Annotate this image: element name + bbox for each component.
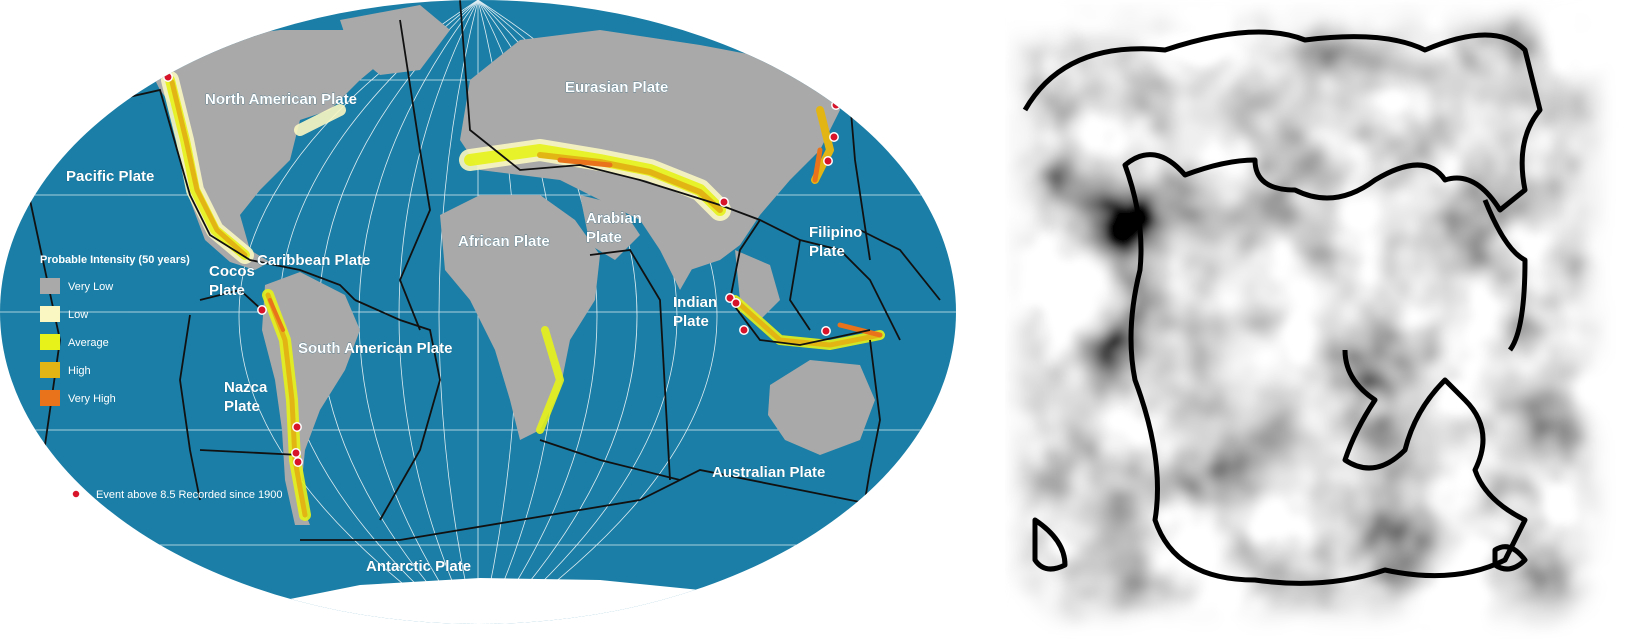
legend-item: Average [40, 334, 109, 350]
plate-label-caribbean: Caribbean Plate [257, 252, 370, 269]
plate-label-north-american: North American Plate [205, 91, 357, 108]
event-marker [731, 298, 741, 308]
legend-label: Average [68, 337, 109, 349]
plate-label-antarctic: Antarctic Plate [366, 558, 471, 575]
event-marker [831, 100, 841, 110]
plate-label-south-american: South American Plate [298, 340, 452, 357]
legend-item: High [40, 362, 91, 378]
event-marker [257, 305, 267, 315]
legend-label: Low [68, 309, 88, 321]
legend-item: Low [40, 306, 88, 322]
event-marker [739, 325, 749, 335]
event-marker [719, 197, 729, 207]
antarctica [210, 578, 840, 624]
legend-item: Very Low [40, 278, 113, 294]
legend-swatch [40, 278, 60, 294]
event-marker [823, 156, 833, 166]
plate-label-eurasian: Eurasian Plate [565, 79, 668, 96]
seismic-hazard-map: North American Plate Eurasian Plate Paci… [0, 0, 956, 624]
plate-label-pacific: Pacific Plate [66, 168, 154, 185]
greenland [340, 5, 450, 75]
legend-swatch [40, 306, 60, 322]
event-marker [292, 422, 302, 432]
plate-boundaries [0, 0, 941, 541]
event-marker [293, 457, 303, 467]
noise-contours [1022, 29, 1543, 586]
event-marker [163, 72, 173, 82]
legend-title: Probable Intensity (50 years) [40, 254, 190, 266]
plate-label-filipino: Filipino Plate [809, 224, 862, 260]
legend-label: Very High [68, 393, 116, 405]
legend-item: Very High [40, 390, 116, 406]
event-legend-marker [71, 489, 81, 499]
australia [768, 360, 875, 455]
map-svg: North American Plate Eurasian Plate Paci… [0, 0, 956, 624]
plate-label-australian: Australian Plate [712, 464, 825, 481]
plate-labels: North American Plate Eurasian Plate Paci… [66, 79, 863, 575]
event-marker [829, 132, 839, 142]
legend-label: High [68, 365, 91, 377]
legend-swatch [40, 334, 60, 350]
event-marker [291, 448, 301, 458]
event-marker [879, 110, 889, 120]
noise-texture [1005, 0, 1640, 640]
legend-swatch [40, 362, 60, 378]
noise-svg [1005, 0, 1640, 640]
plate-label-cocos: Cocos Plate [209, 263, 255, 299]
plate-label-nazca: Nazca Plate [224, 379, 268, 415]
event-marker [821, 326, 831, 336]
legend-label: Very Low [68, 281, 113, 293]
plate-label-indian: Indian Plate [673, 294, 717, 330]
event-legend-label: Event above 8.5 Recorded since 1900 [96, 489, 283, 501]
event-marker [73, 108, 83, 118]
plate-label-arabian: Arabian Plate [586, 210, 642, 246]
legend-swatch [40, 390, 60, 406]
india [650, 230, 700, 290]
plate-label-african: African Plate [458, 233, 550, 250]
europe-asia [460, 30, 840, 270]
southeast-asia [735, 250, 780, 320]
arabia [580, 195, 640, 260]
noise-field [1005, 0, 1640, 640]
legend: Probable Intensity (50 years) Very Low L… [40, 254, 283, 501]
